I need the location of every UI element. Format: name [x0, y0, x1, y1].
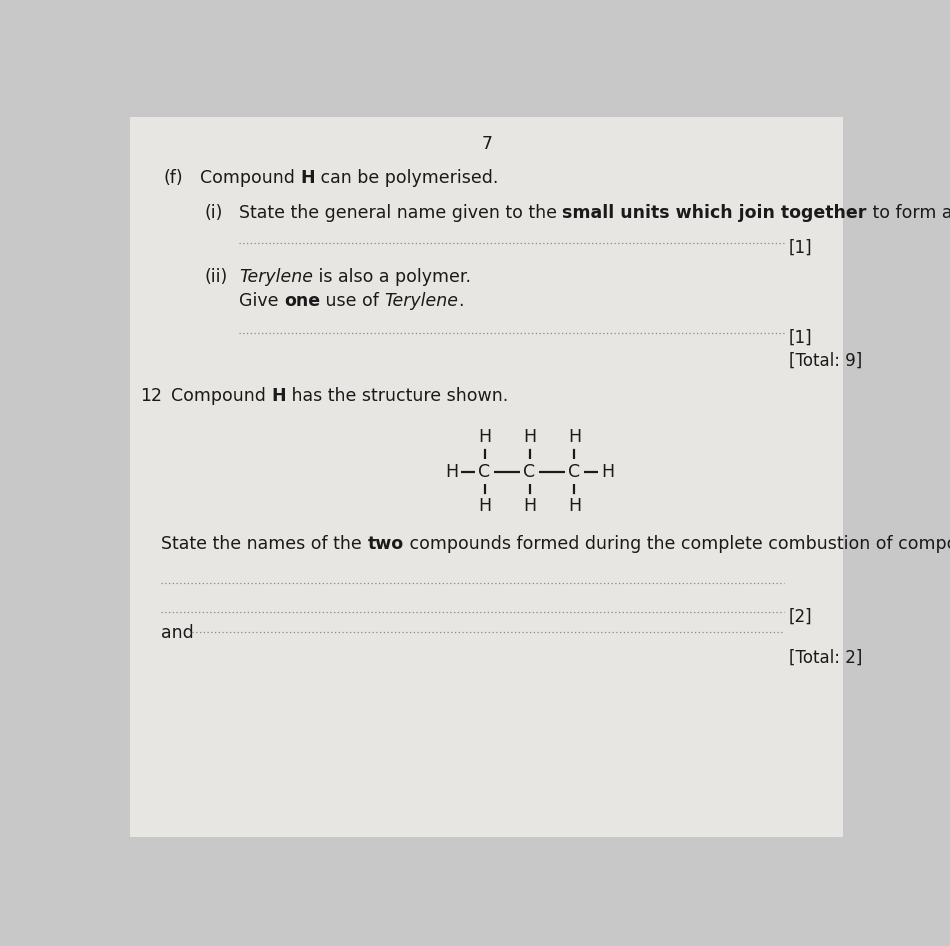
Text: (f): (f) [163, 169, 183, 187]
Text: 12: 12 [141, 387, 162, 405]
Text: can be polymerised.: can be polymerised. [315, 169, 499, 187]
Text: [Total: 9]: [Total: 9] [789, 352, 863, 370]
Text: H: H [568, 497, 581, 515]
Text: .: . [458, 292, 464, 310]
Text: [1]: [1] [789, 328, 813, 346]
Text: (ii): (ii) [204, 268, 227, 286]
Text: H: H [478, 429, 491, 447]
Text: H: H [445, 463, 458, 481]
Text: H: H [568, 429, 581, 447]
Text: [Total: 2]: [Total: 2] [789, 649, 863, 667]
Text: Terylene: Terylene [238, 268, 313, 286]
Text: Compound: Compound [171, 387, 272, 405]
Text: H: H [272, 387, 287, 405]
Text: State the names of the: State the names of the [162, 535, 368, 553]
Text: use of: use of [320, 292, 385, 310]
Text: two: two [368, 535, 404, 553]
Text: and: and [162, 624, 194, 642]
Text: small units which join together: small units which join together [562, 204, 866, 222]
Text: is also a polymer.: is also a polymer. [313, 268, 471, 286]
Text: (i): (i) [204, 204, 222, 222]
Text: has the structure shown.: has the structure shown. [287, 387, 508, 405]
Text: compounds formed during the complete combustion of compound: compounds formed during the complete com… [404, 535, 950, 553]
Text: C: C [479, 463, 490, 481]
Text: [1]: [1] [789, 238, 813, 256]
Text: one: one [284, 292, 320, 310]
Text: to form a polymer.: to form a polymer. [866, 204, 950, 222]
FancyBboxPatch shape [130, 117, 844, 837]
Text: H: H [522, 429, 536, 447]
Text: C: C [568, 463, 580, 481]
Text: H: H [522, 497, 536, 515]
Text: Give: Give [238, 292, 284, 310]
Text: C: C [523, 463, 536, 481]
Text: Compound: Compound [200, 169, 300, 187]
Text: State the general name given to the: State the general name given to the [238, 204, 562, 222]
Text: H: H [478, 497, 491, 515]
Text: H: H [600, 463, 614, 481]
Text: Terylene: Terylene [385, 292, 458, 310]
Text: [2]: [2] [789, 608, 813, 626]
Text: H: H [300, 169, 315, 187]
Text: 7: 7 [482, 135, 492, 153]
